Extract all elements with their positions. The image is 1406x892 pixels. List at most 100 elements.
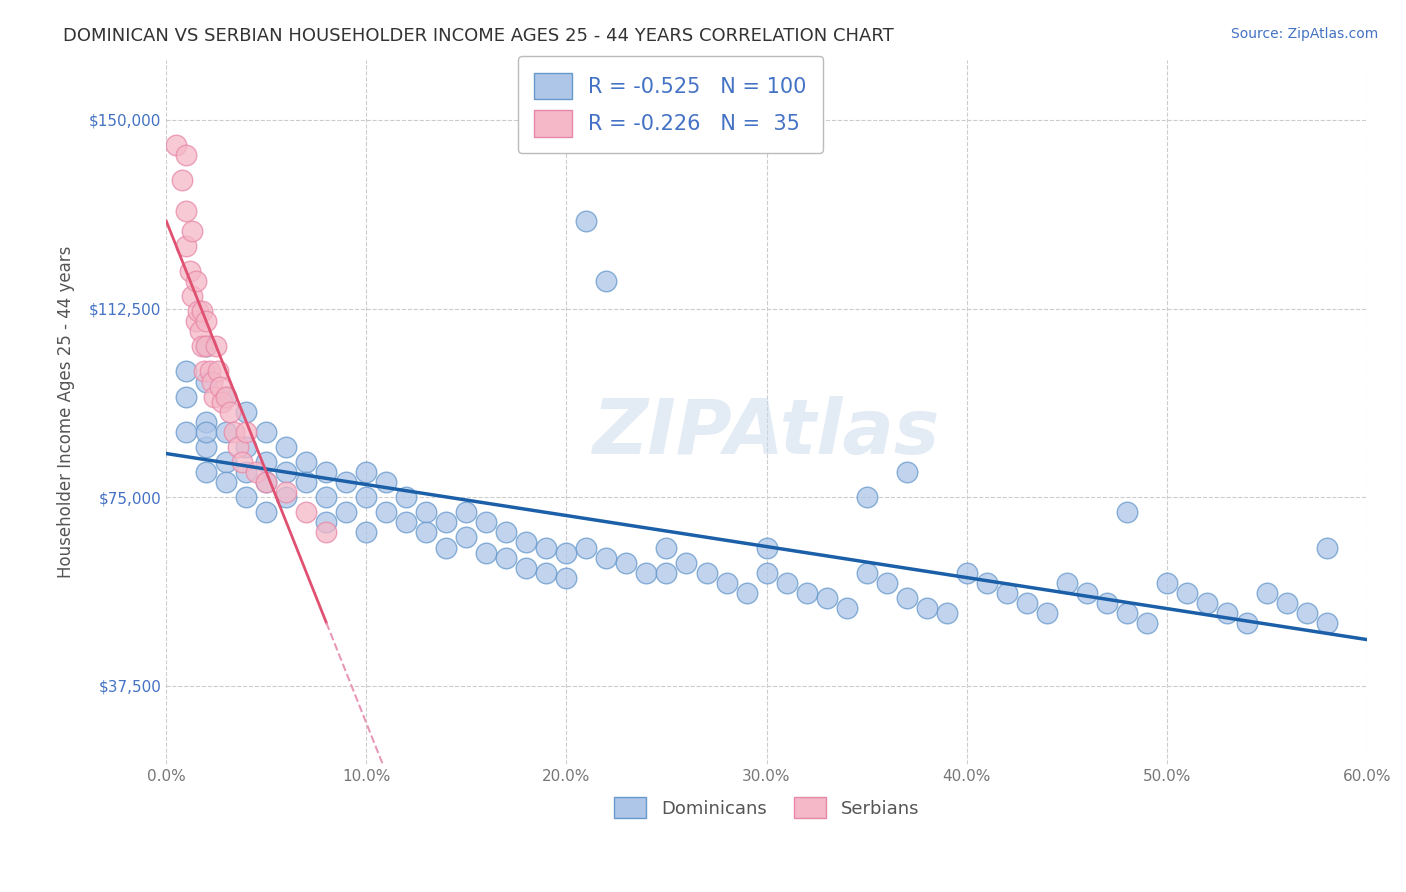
Point <box>235 465 257 479</box>
Point <box>1156 575 1178 590</box>
Point <box>655 541 678 555</box>
Point <box>235 405 257 419</box>
Point <box>976 575 998 590</box>
Point <box>200 364 222 378</box>
Point <box>896 591 918 605</box>
Point <box>375 475 398 490</box>
Point <box>254 475 277 490</box>
Point <box>356 525 378 540</box>
Text: Source: ZipAtlas.com: Source: ZipAtlas.com <box>1230 27 1378 41</box>
Point <box>1095 596 1118 610</box>
Point <box>295 505 318 519</box>
Point <box>176 390 198 404</box>
Point <box>896 465 918 479</box>
Point <box>356 490 378 504</box>
Point <box>1236 615 1258 630</box>
Point <box>176 203 198 218</box>
Point <box>995 586 1018 600</box>
Point <box>254 425 277 439</box>
Point <box>186 274 208 288</box>
Point <box>775 575 797 590</box>
Point <box>228 440 250 454</box>
Point <box>276 485 298 500</box>
Point <box>935 606 957 620</box>
Point <box>195 415 218 429</box>
Point <box>755 566 778 580</box>
Point <box>176 148 198 162</box>
Point <box>815 591 838 605</box>
Point <box>595 550 617 565</box>
Point <box>209 379 232 393</box>
Point <box>276 490 298 504</box>
Point <box>1136 615 1159 630</box>
Point <box>186 314 208 328</box>
Point <box>195 465 218 479</box>
Point <box>375 505 398 519</box>
Point <box>235 440 257 454</box>
Point <box>436 541 458 555</box>
Point <box>172 173 194 187</box>
Point <box>855 566 877 580</box>
Point <box>201 375 224 389</box>
Point <box>636 566 658 580</box>
Point <box>176 238 198 252</box>
Point <box>955 566 977 580</box>
Point <box>1295 606 1317 620</box>
Point <box>195 425 218 439</box>
Point <box>191 339 214 353</box>
Point <box>219 405 242 419</box>
Point <box>475 516 498 530</box>
Point <box>716 575 738 590</box>
Point <box>176 425 198 439</box>
Point <box>1256 586 1278 600</box>
Point <box>555 571 578 585</box>
Point <box>735 586 758 600</box>
Point <box>276 465 298 479</box>
Point <box>215 390 238 404</box>
Text: ZIPAtlas: ZIPAtlas <box>593 396 941 470</box>
Point <box>395 490 418 504</box>
Point <box>436 516 458 530</box>
Point <box>215 390 238 404</box>
Point <box>245 465 267 479</box>
Point <box>191 304 214 318</box>
Point <box>195 314 218 328</box>
Point <box>475 545 498 559</box>
Point <box>456 531 478 545</box>
Y-axis label: Householder Income Ages 25 - 44 years: Householder Income Ages 25 - 44 years <box>58 245 75 578</box>
Point <box>224 425 246 439</box>
Point <box>315 525 337 540</box>
Point <box>295 455 318 469</box>
Point <box>215 455 238 469</box>
Point <box>415 505 437 519</box>
Point <box>515 535 537 549</box>
Point <box>1195 596 1218 610</box>
Point <box>536 566 558 580</box>
Point <box>536 541 558 555</box>
Text: DOMINICAN VS SERBIAN HOUSEHOLDER INCOME AGES 25 - 44 YEARS CORRELATION CHART: DOMINICAN VS SERBIAN HOUSEHOLDER INCOME … <box>63 27 894 45</box>
Point <box>295 475 318 490</box>
Point <box>575 213 598 227</box>
Point <box>655 566 678 580</box>
Point <box>215 475 238 490</box>
Point <box>315 465 337 479</box>
Point <box>231 455 253 469</box>
Point <box>616 556 638 570</box>
Point <box>205 339 228 353</box>
Point <box>179 264 201 278</box>
Point <box>235 425 257 439</box>
Point <box>495 525 517 540</box>
Point <box>595 274 617 288</box>
Point <box>675 556 697 570</box>
Point <box>188 324 211 338</box>
Point <box>1316 541 1339 555</box>
Point <box>165 138 187 153</box>
Point <box>1115 606 1137 620</box>
Point <box>876 575 898 590</box>
Point <box>415 525 437 540</box>
Point <box>1316 615 1339 630</box>
Point <box>755 541 778 555</box>
Point <box>187 304 209 318</box>
Point <box>555 545 578 559</box>
Point <box>855 490 877 504</box>
